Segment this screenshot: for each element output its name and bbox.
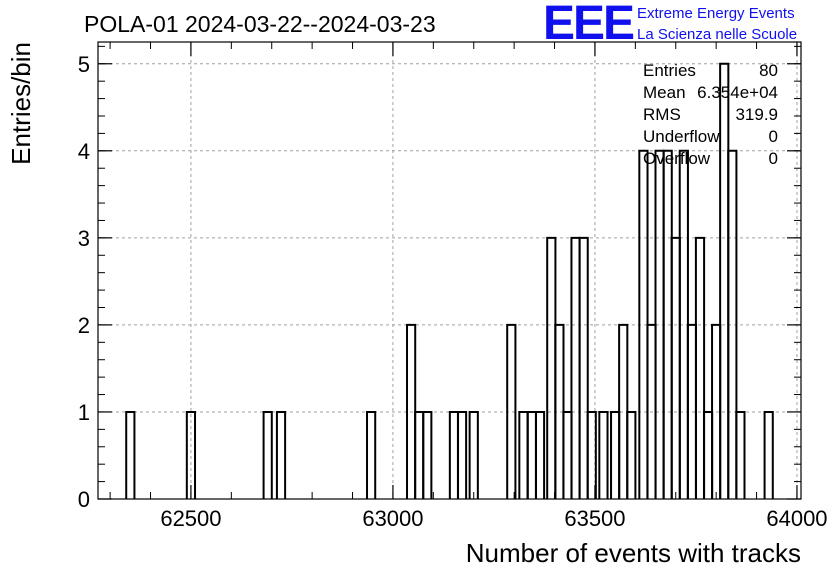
histogram-bin xyxy=(562,410,573,499)
histogram-bin xyxy=(262,410,273,499)
histogram-bins xyxy=(125,62,774,499)
histogram-bin xyxy=(719,62,730,499)
y-axis-title: Entries/bin xyxy=(6,42,36,165)
histogram-bin xyxy=(610,410,621,499)
histogram-bin xyxy=(578,236,589,499)
stats-entries-value: 80 xyxy=(759,61,778,80)
histogram-bin xyxy=(735,410,746,499)
stats-underflow-label: Underflow xyxy=(643,127,720,146)
eee-logo-line1: Extreme Energy Events xyxy=(637,5,795,22)
y-tick-label: 3 xyxy=(78,226,90,251)
histogram-bin xyxy=(534,410,546,499)
stats-entries-label: Entries xyxy=(643,61,696,80)
y-tick-label: 5 xyxy=(78,52,90,77)
stats-mean-value: 6.354e+04 xyxy=(697,83,778,102)
histogram-bin xyxy=(518,410,529,499)
axes: 0 1 2 3 4 5 62500 63000 63500 64000 xyxy=(78,42,828,531)
stats-underflow-value: 0 xyxy=(769,127,778,146)
stats-mean-label: Mean xyxy=(643,83,686,102)
histogram-bin xyxy=(366,410,377,499)
x-tick-label: 62500 xyxy=(160,506,221,531)
histogram-bin xyxy=(570,236,581,499)
histogram-bin xyxy=(694,236,706,499)
eee-logo: EEE Extreme Energy Events La Scienza nel… xyxy=(543,0,797,50)
stats-rms-label: RMS xyxy=(643,105,681,124)
histogram-bin xyxy=(546,236,557,499)
histogram-bin xyxy=(275,410,287,499)
histogram-bin xyxy=(448,410,460,499)
histogram-bin xyxy=(598,410,609,499)
x-tick-label: 64000 xyxy=(766,506,827,531)
y-tick-label: 0 xyxy=(78,487,90,512)
histogram-bin xyxy=(727,149,738,499)
stats-overflow-label: Overflow xyxy=(643,149,711,168)
histogram-bin xyxy=(702,410,714,499)
histogram-bin xyxy=(626,410,637,499)
histogram-bin xyxy=(422,410,433,499)
y-tick-label: 2 xyxy=(78,313,90,338)
histogram-bin xyxy=(414,410,425,499)
stats-box: Entries 80 Mean 6.354e+04 RMS 319.9 Unde… xyxy=(643,61,778,168)
stats-overflow-value: 0 xyxy=(769,149,778,168)
histogram-bin xyxy=(506,323,517,499)
histogram-bin xyxy=(586,410,597,499)
eee-logo-mark: EEE xyxy=(543,0,634,50)
histogram-bin xyxy=(670,236,681,499)
histogram-bin xyxy=(456,410,468,499)
stats-rms-value: 319.9 xyxy=(735,105,778,124)
histogram-bin xyxy=(125,410,136,499)
histogram-bin xyxy=(763,410,774,499)
histogram-bin xyxy=(526,410,538,499)
histogram-bin xyxy=(185,410,197,499)
plot-title: POLA-01 2024-03-22--2024-03-23 xyxy=(84,11,436,37)
y-tick-label: 4 xyxy=(78,139,90,164)
x-tick-label: 63500 xyxy=(564,506,625,531)
x-tick-label: 63000 xyxy=(362,506,423,531)
x-axis-title: Number of events with tracks xyxy=(466,538,801,568)
histogram-bin xyxy=(468,410,479,499)
y-tick-label: 1 xyxy=(78,400,90,425)
eee-logo-line2: La Scienza nelle Scuole xyxy=(637,26,797,43)
